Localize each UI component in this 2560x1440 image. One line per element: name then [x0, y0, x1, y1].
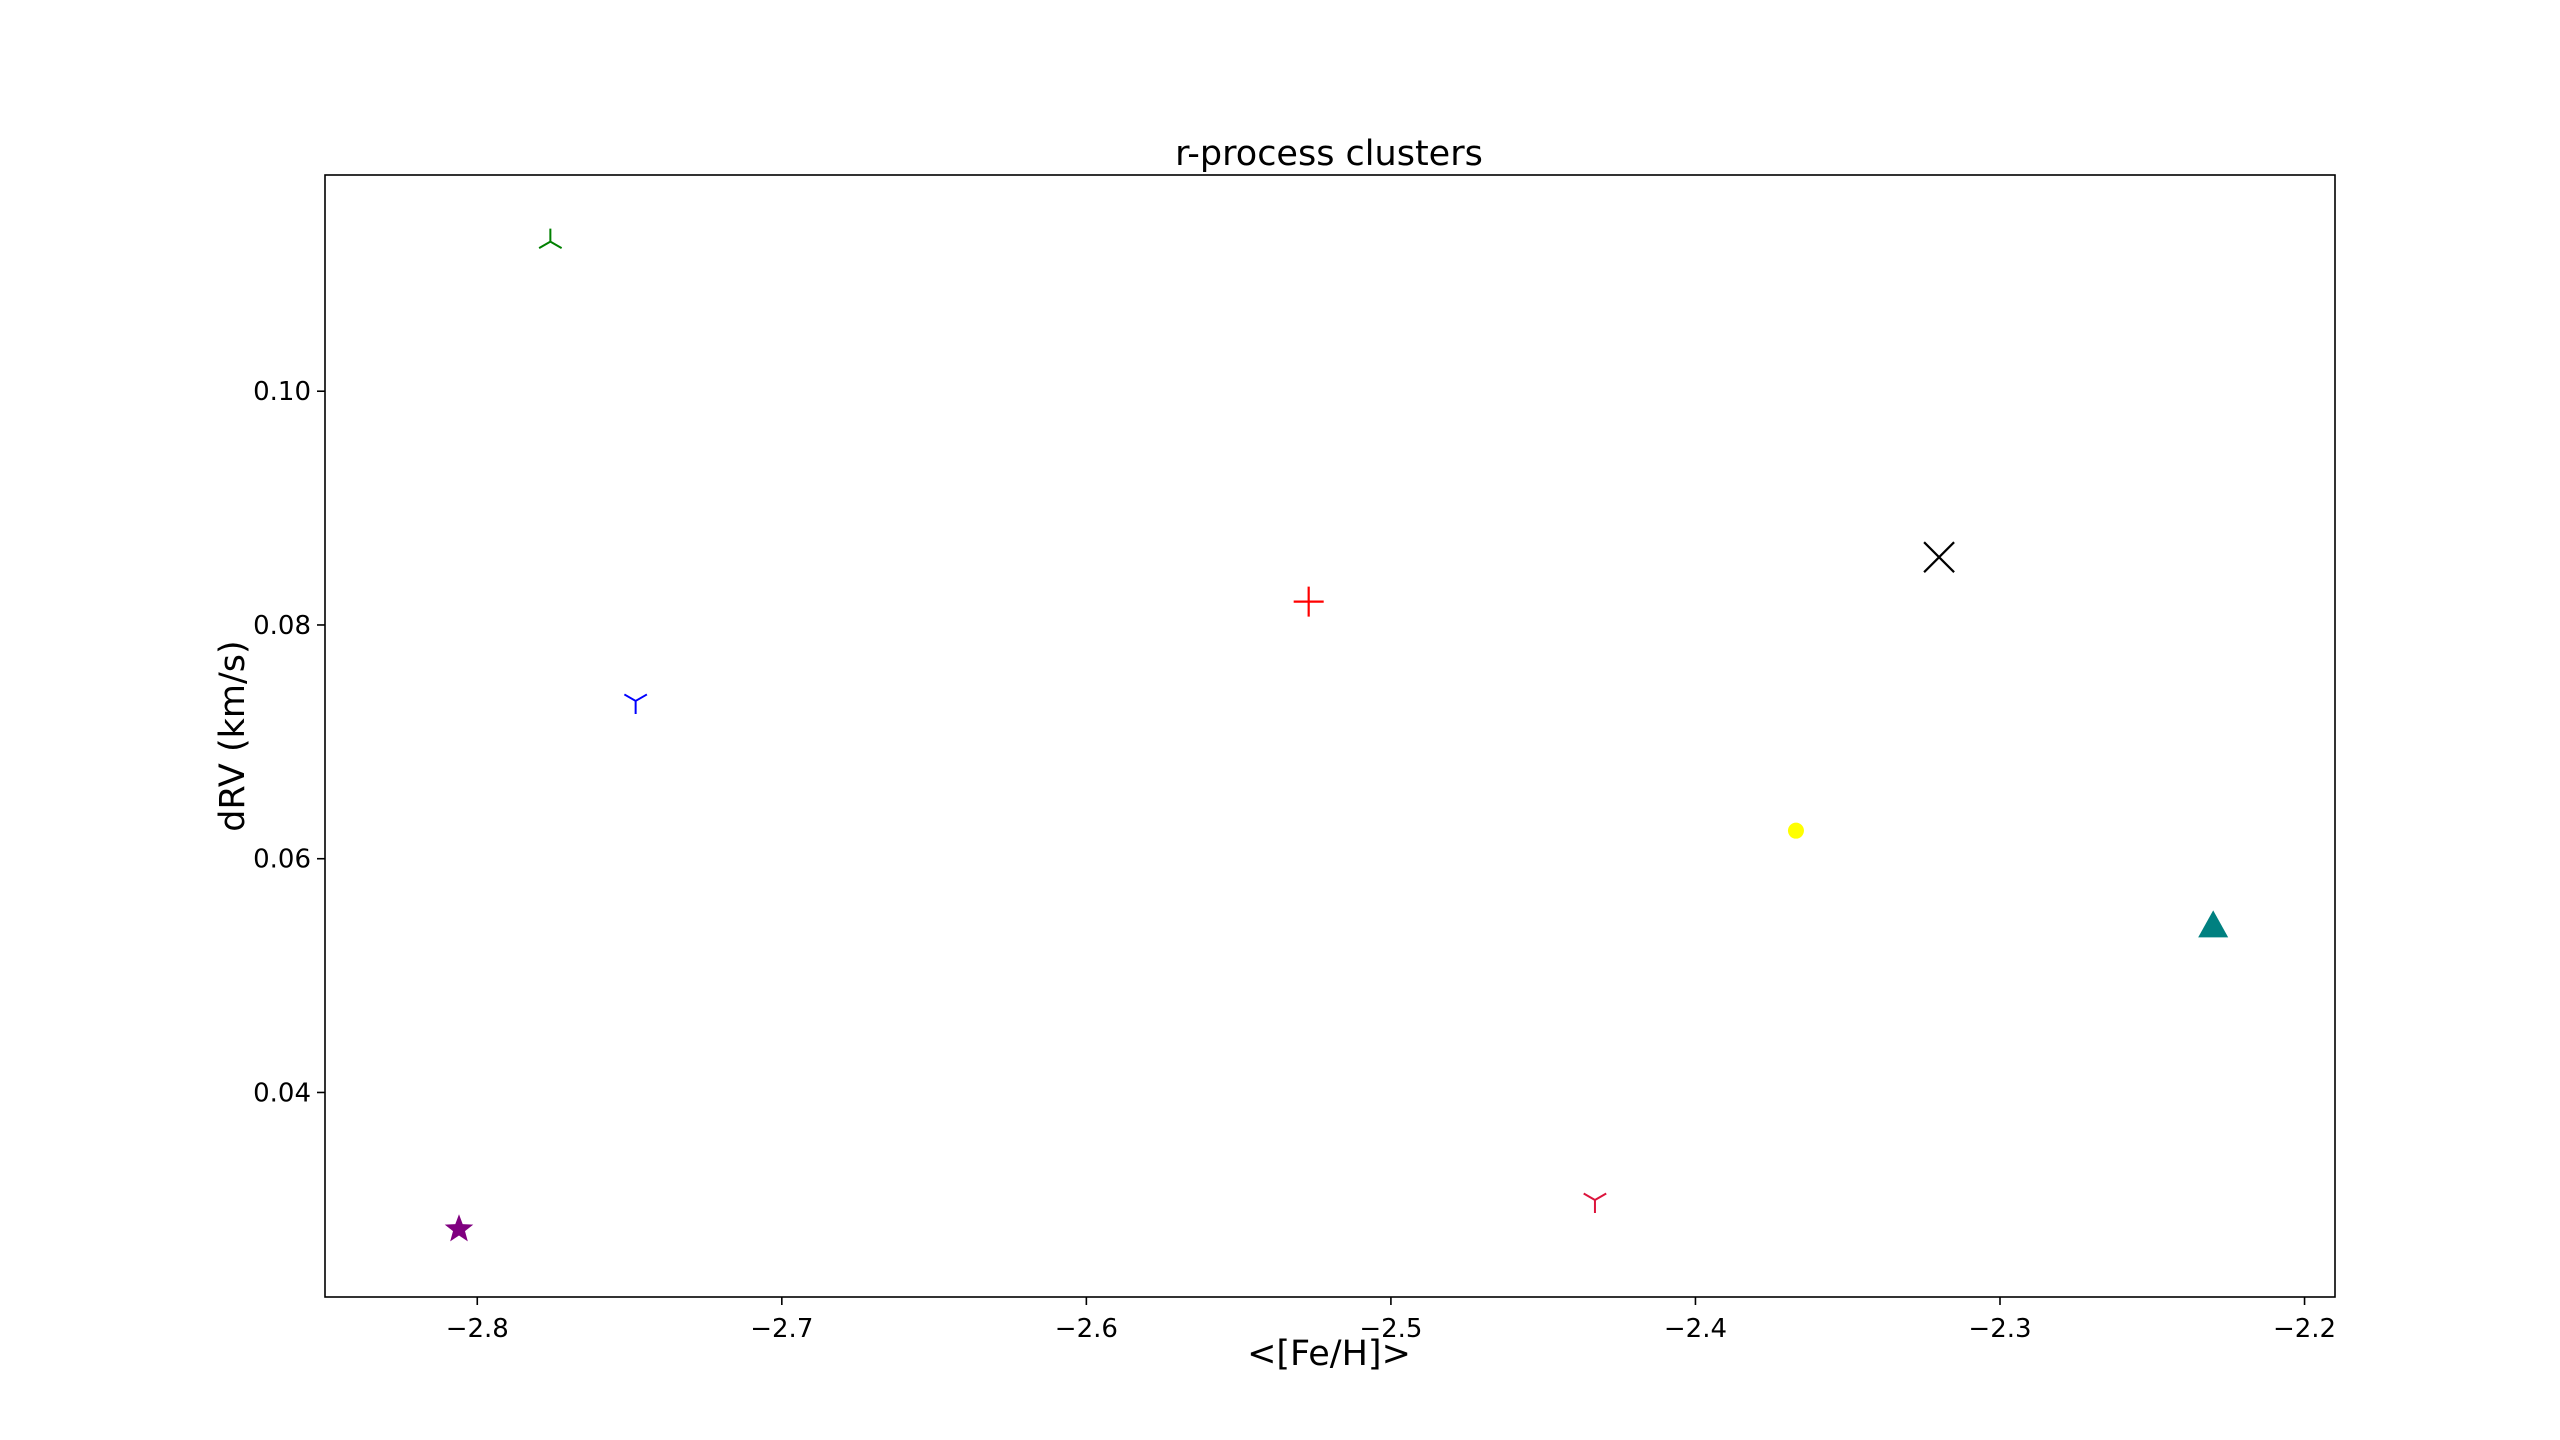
y-tick-label: 0.04 — [253, 1078, 311, 1108]
data-point-plus — [1293, 586, 1324, 617]
x-tick-label: −2.3 — [1968, 1314, 2031, 1344]
data-point-tri-down — [623, 693, 648, 714]
x-tick-label: −2.7 — [750, 1314, 813, 1344]
chart-title: r-process clusters — [1175, 134, 1483, 174]
data-point-tri-down — [1583, 1192, 1607, 1213]
plot-area — [324, 174, 2336, 1298]
data-point-triangle — [2198, 910, 2229, 938]
data-point-x — [1923, 541, 1955, 573]
x-tick-label: −2.2 — [2273, 1314, 2336, 1344]
x-axis-label: <[Fe/H]> — [1247, 1334, 1411, 1374]
x-tick-label: −2.5 — [1359, 1314, 1422, 1344]
data-points — [444, 228, 2229, 1242]
y-tick-label: 0.08 — [253, 611, 311, 641]
y-tick-label: 0.06 — [253, 845, 311, 875]
x-tick-label: −2.6 — [1055, 1314, 1118, 1344]
y-axis: 0.04 0.06 0.08 0.10 — [253, 377, 325, 1108]
x-axis: −2.8 −2.7 −2.6 −2.5 −2.4 −2.3 −2.2 — [446, 1297, 2336, 1344]
data-point-star — [444, 1214, 474, 1242]
y-axis-label: dRV (km/s) — [213, 640, 253, 831]
x-tick-label: −2.4 — [1664, 1314, 1727, 1344]
data-point-circle — [1787, 822, 1804, 839]
y-tick-label: 0.10 — [253, 377, 311, 407]
x-tick-label: −2.8 — [446, 1314, 509, 1344]
data-point-tri-up — [538, 228, 563, 249]
